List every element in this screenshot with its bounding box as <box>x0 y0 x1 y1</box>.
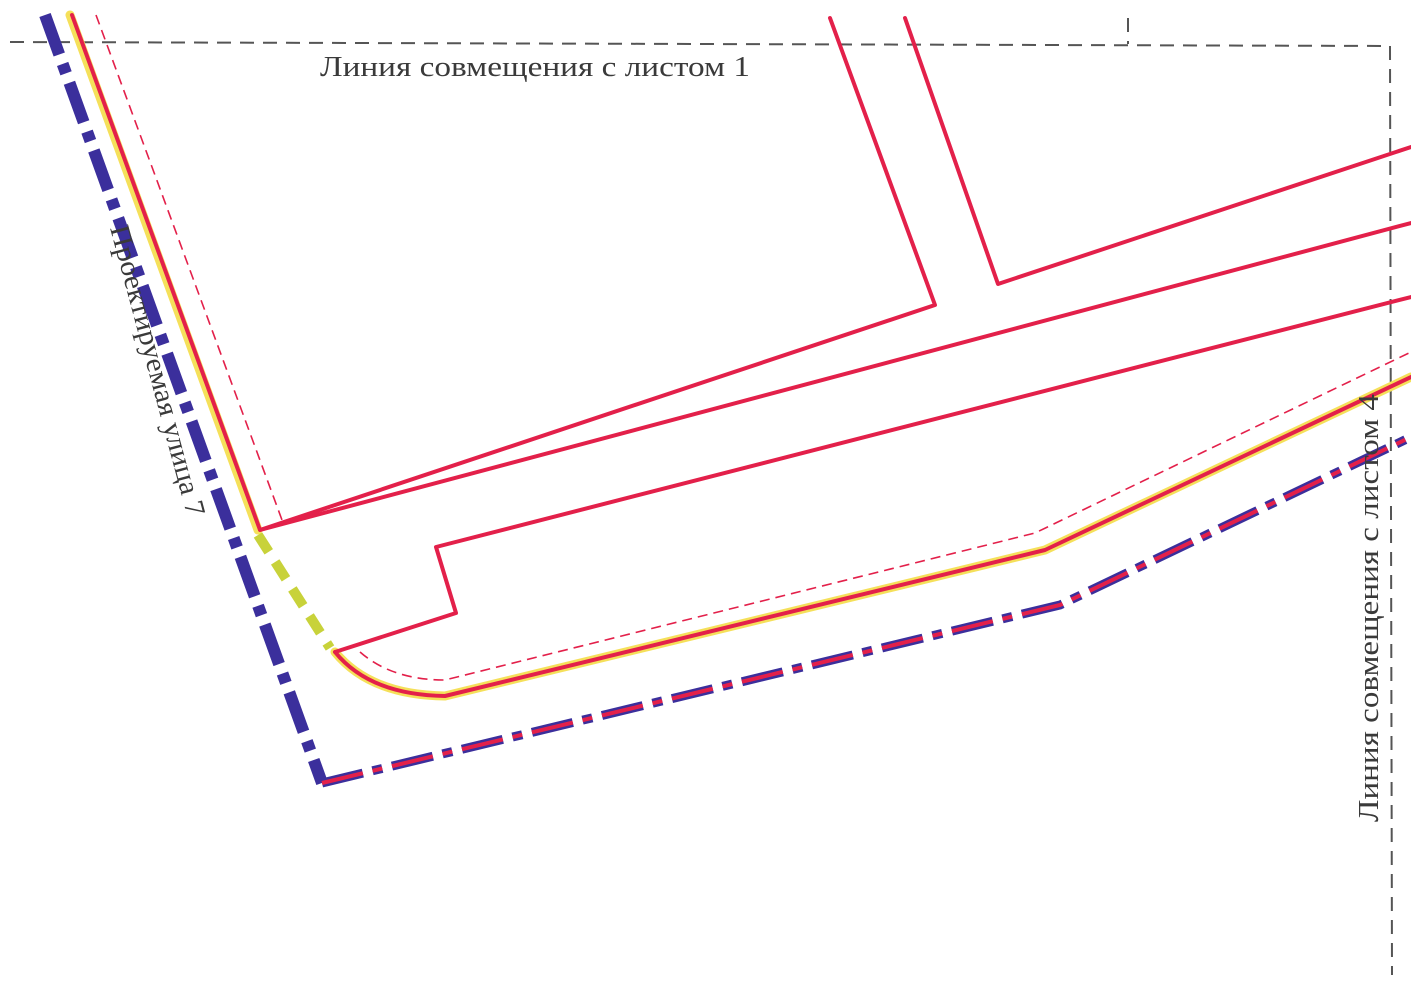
yellow-highlight <box>65 10 1411 701</box>
red-dashed-offsets <box>95 14 1411 681</box>
red-lines <box>70 13 1411 698</box>
label-sheet-1: Линия совмещения с листом 1 <box>320 52 750 83</box>
match-line-sheet-1 <box>9 41 1391 47</box>
red-line-left <box>70 13 1411 532</box>
label-sheet-4: Линия совмещения с листом 4 <box>1354 394 1385 822</box>
blue-dashdot-bottom <box>320 432 1411 788</box>
sheet-match-lines <box>9 18 1393 976</box>
red-dashdot-bottom <box>321 435 1411 785</box>
olive-dashed-segment <box>253 532 335 651</box>
red-line-bottom <box>333 375 1411 698</box>
red-dashed-bottom <box>359 351 1411 681</box>
yellow-bottom <box>330 372 1411 701</box>
blue-boundary <box>39 12 1411 788</box>
blue-dashdot-left <box>39 12 328 786</box>
match-line-sheet-4 <box>1389 45 1393 976</box>
red-block-upper-right <box>903 16 1411 286</box>
red-block-upper-left <box>258 16 937 532</box>
red-block-notch <box>333 295 1411 654</box>
red-dashed-left <box>95 14 283 521</box>
